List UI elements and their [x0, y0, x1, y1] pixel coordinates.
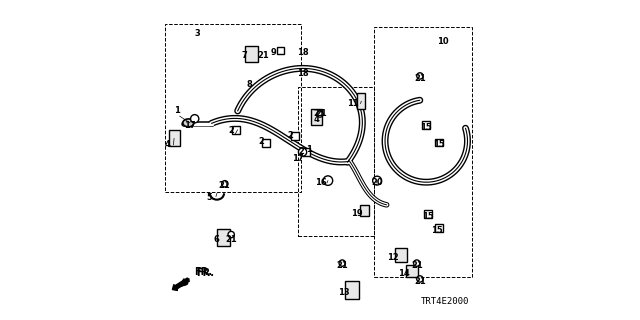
FancyArrow shape	[172, 278, 189, 291]
Text: 15: 15	[422, 212, 434, 221]
Text: 6: 6	[214, 236, 220, 244]
Text: TRT4E2000: TRT4E2000	[420, 297, 469, 306]
Text: 19: 19	[351, 209, 362, 218]
Bar	[424, 210, 431, 218]
Text: 13: 13	[338, 288, 349, 297]
Bar	[374, 27, 472, 277]
Text: 21: 21	[414, 277, 426, 286]
Bar	[298, 87, 374, 236]
Text: 21: 21	[313, 109, 325, 118]
Text: 16: 16	[315, 178, 326, 187]
Text: 8: 8	[246, 80, 252, 89]
Text: 11: 11	[348, 99, 359, 108]
FancyArrowPatch shape	[181, 280, 188, 286]
Text: 21: 21	[257, 52, 269, 60]
Circle shape	[298, 148, 307, 156]
Text: 2: 2	[287, 131, 293, 140]
Text: 14: 14	[398, 269, 410, 278]
Bar	[168, 130, 180, 146]
Text: 1: 1	[306, 145, 312, 154]
Bar	[406, 265, 417, 277]
Bar	[394, 248, 407, 262]
Text: 12: 12	[387, 253, 399, 262]
Circle shape	[372, 176, 381, 185]
Text: 21: 21	[225, 236, 237, 244]
Text: 15: 15	[420, 123, 432, 132]
Text: 2: 2	[259, 137, 264, 146]
Circle shape	[413, 260, 420, 266]
Circle shape	[339, 260, 346, 266]
Text: 17: 17	[292, 154, 303, 163]
Bar	[311, 109, 323, 125]
Text: FR.: FR.	[196, 268, 214, 278]
Text: 5: 5	[207, 193, 212, 202]
Text: 21: 21	[414, 74, 426, 83]
Text: 2: 2	[298, 147, 304, 156]
Ellipse shape	[183, 119, 194, 127]
Text: 2: 2	[228, 126, 234, 135]
Text: 21: 21	[218, 181, 230, 190]
Bar	[357, 93, 365, 109]
Circle shape	[417, 276, 423, 282]
Bar	[217, 229, 230, 246]
Bar	[232, 126, 240, 134]
Text: FR.: FR.	[194, 268, 212, 277]
Circle shape	[317, 111, 323, 117]
Bar	[360, 205, 369, 216]
Bar	[344, 281, 359, 299]
Text: 21: 21	[316, 108, 328, 117]
Text: 18: 18	[297, 69, 308, 78]
Bar	[164, 24, 301, 192]
Text: 4: 4	[164, 140, 171, 149]
Text: 18: 18	[297, 48, 308, 57]
Text: 20: 20	[371, 178, 383, 187]
Bar	[291, 132, 299, 140]
Bar	[422, 121, 430, 129]
Circle shape	[221, 180, 228, 187]
Text: 21: 21	[411, 261, 422, 270]
Bar	[301, 148, 310, 156]
Circle shape	[323, 176, 333, 185]
Text: 9: 9	[270, 48, 276, 57]
Bar	[435, 224, 443, 232]
Text: 15: 15	[431, 226, 444, 235]
Text: 21: 21	[337, 261, 348, 270]
Circle shape	[228, 231, 234, 238]
Bar	[246, 46, 258, 62]
Text: 7: 7	[242, 52, 248, 60]
Circle shape	[417, 73, 423, 79]
Text: 4: 4	[314, 115, 320, 124]
Circle shape	[191, 115, 199, 123]
Text: 3: 3	[194, 29, 200, 38]
Text: 17: 17	[184, 121, 196, 130]
Text: 1: 1	[174, 106, 180, 115]
Bar	[435, 139, 443, 146]
Bar	[277, 47, 284, 54]
Bar	[262, 139, 270, 147]
Text: 15: 15	[433, 140, 445, 149]
Text: 10: 10	[437, 37, 449, 46]
